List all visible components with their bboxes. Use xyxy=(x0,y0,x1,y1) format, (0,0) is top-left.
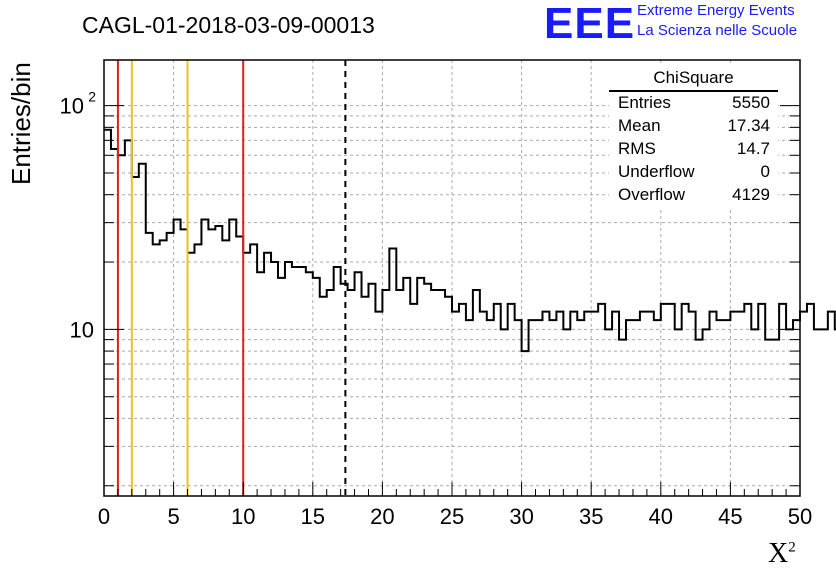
stats-label: Overflow xyxy=(618,185,686,204)
stats-label: RMS xyxy=(618,139,656,158)
stats-value: 14.7 xyxy=(736,139,770,158)
stats-label: Mean xyxy=(618,116,661,135)
histogram-line xyxy=(104,128,836,353)
y-axis-label: Entries/bin xyxy=(6,62,36,185)
x-tick-label: 0 xyxy=(98,504,110,529)
stats-title: ChiSquare xyxy=(653,68,734,87)
x-tick-label: 15 xyxy=(301,504,325,529)
x-axis-label-base: X xyxy=(768,538,789,569)
grid xyxy=(104,60,800,496)
stats-label: Entries xyxy=(618,93,671,112)
x-tick-label: 5 xyxy=(167,504,179,529)
y-tick-label: 10 xyxy=(70,317,94,342)
logo-line-1: Extreme Energy Events xyxy=(637,2,795,19)
logo-line-2: La Scienza nelle Scuole xyxy=(637,22,798,39)
x-tick-label: 30 xyxy=(509,504,533,529)
reference-lines xyxy=(116,60,347,496)
y-tick-exponent: 2 xyxy=(88,89,96,105)
stats-divider xyxy=(609,90,778,92)
x-tick-label: 35 xyxy=(579,504,603,529)
stats-value: 4129 xyxy=(732,185,770,204)
stats-value: 5550 xyxy=(732,93,770,112)
x-axis-label-sup: 2 xyxy=(788,539,796,556)
x-tick-label: 25 xyxy=(440,504,464,529)
stats-box: ChiSquare Entries 5550 Mean 17.34 RMS 14… xyxy=(609,66,778,207)
eee-logo: EEE xyxy=(544,0,636,48)
x-tick-label: 40 xyxy=(649,504,673,529)
chart-title: CAGL-01-2018-03-09-00013 xyxy=(82,12,375,38)
x-tick-label: 20 xyxy=(370,504,394,529)
x-axis: 0 5 10 15 20 25 30 35 40 45 50 xyxy=(98,482,812,529)
x-axis-label: X2 xyxy=(768,538,796,570)
histogram xyxy=(104,128,836,353)
stats-value: 0 xyxy=(760,162,770,181)
x-tick-label: 10 xyxy=(231,504,255,529)
y-tick-label: 10 xyxy=(60,94,84,119)
x-tick-label: 50 xyxy=(788,504,812,529)
stats-label: Underflow xyxy=(618,162,695,181)
stats-value: 17.34 xyxy=(727,116,770,135)
x-tick-label: 45 xyxy=(718,504,742,529)
